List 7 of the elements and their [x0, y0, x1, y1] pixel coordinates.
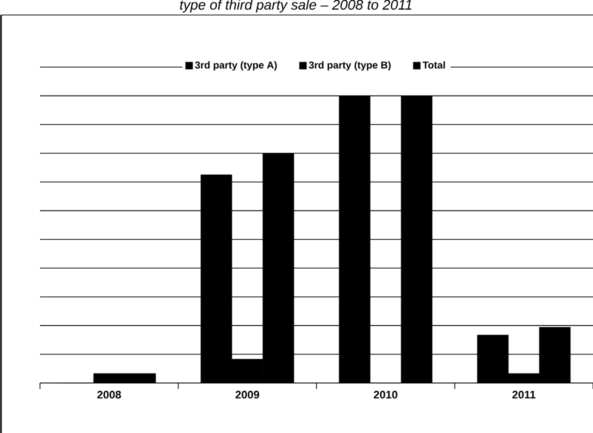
legend-label: 3rd party (type B): [308, 61, 391, 71]
x-tick-label: 2009: [236, 390, 260, 399]
x-tick-label: 2011: [512, 390, 536, 399]
legend-label: 3rd party (type A): [195, 61, 277, 71]
x-tick-label: 2008: [97, 390, 121, 399]
x-tick-label: 2010: [374, 390, 398, 399]
legend-label: Total: [422, 61, 445, 69]
